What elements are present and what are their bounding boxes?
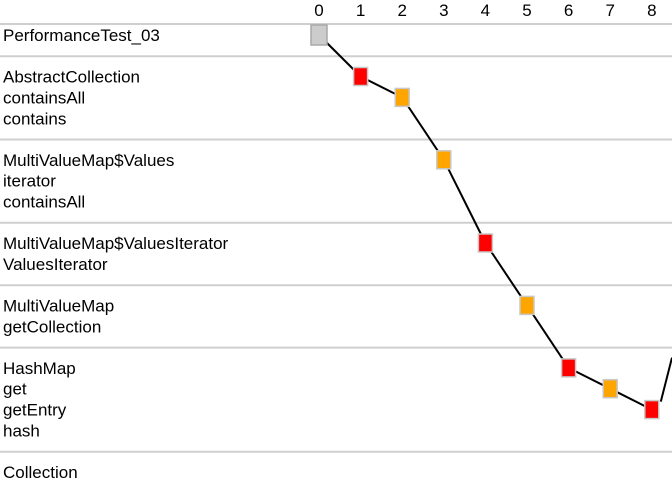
group-separators <box>0 23 672 453</box>
call-node-step-5[interactable] <box>519 295 535 316</box>
group-2-label-0: MultiValueMap$Values <box>3 151 174 170</box>
call-node-step-2[interactable] <box>394 87 410 108</box>
group-1-label-0: AbstractCollection <box>3 68 140 87</box>
group-5-label-1: get <box>3 380 27 399</box>
group-2-label-2: containsAll <box>3 193 85 212</box>
call-node-step-0[interactable] <box>310 24 328 46</box>
call-edge <box>526 304 570 369</box>
step-tick-7: 7 <box>605 1 614 20</box>
call-edge-continuation <box>659 357 672 402</box>
call-node-step-6[interactable] <box>560 358 577 378</box>
step-tick-6: 6 <box>564 1 573 20</box>
group-5-label-0: HashMap <box>3 359 76 378</box>
call-edge <box>401 96 445 161</box>
step-tick-0: 0 <box>314 1 323 20</box>
group-5-label-3: hash <box>3 421 40 440</box>
call-node-step-1[interactable] <box>352 66 369 87</box>
group-3-label-0: MultiValueMap$ValuesIterator <box>3 234 229 253</box>
step-tick-2: 2 <box>397 1 406 20</box>
call-edge <box>484 242 528 306</box>
call-node-step-7[interactable] <box>602 378 618 399</box>
step-tick-8: 8 <box>647 1 656 20</box>
step-tick-1: 1 <box>356 1 365 20</box>
group-1-label-2: contains <box>3 109 66 128</box>
group-4-label-0: MultiValueMap <box>3 296 114 315</box>
group-2-label-1: iterator <box>3 172 56 191</box>
group-1-label-1: containsAll <box>3 88 85 107</box>
step-tick-4: 4 <box>481 1 490 20</box>
step-tick-5: 5 <box>522 1 531 20</box>
group-5-label-2: getEntry <box>3 401 67 420</box>
call-node-step-8[interactable] <box>644 399 660 420</box>
step-tick-3: 3 <box>439 1 448 20</box>
call-edge <box>442 159 487 244</box>
call-node-step-3[interactable] <box>436 150 452 170</box>
step-axis: 0 1 2 3 4 5 6 7 8 <box>314 1 656 20</box>
call-node-step-4[interactable] <box>477 233 494 253</box>
group-4-label-1: getCollection <box>3 317 101 336</box>
group-3-label-1: ValuesIterator <box>3 255 108 274</box>
group-0-label-0: PerformanceTest_03 <box>3 26 160 45</box>
group-labels: PerformanceTest_03AbstractCollectioncont… <box>3 26 229 482</box>
call-nodes <box>310 24 660 420</box>
group-6-label-0: Collection <box>3 463 78 482</box>
